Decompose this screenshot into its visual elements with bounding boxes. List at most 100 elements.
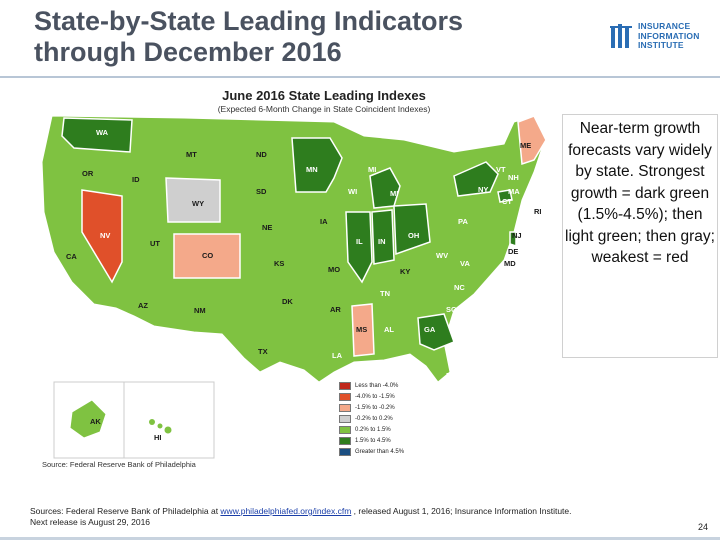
logo-text: INSURANCE INFORMATION INSTITUTE	[638, 21, 700, 50]
label-sd: SD	[256, 187, 267, 196]
label-co: CO	[202, 251, 213, 260]
label-in: IN	[378, 237, 386, 246]
label-mi2: MI	[390, 189, 398, 198]
legend-item: 0.2% to 1.5%	[339, 426, 439, 435]
source-link[interactable]: www.philadelphiafed.org/index.cfm	[220, 506, 352, 516]
state-de	[509, 231, 517, 248]
label-oh: OH	[408, 231, 419, 240]
label-ga: GA	[424, 325, 436, 334]
label-ut: UT	[150, 239, 160, 248]
state-hi	[149, 419, 155, 425]
legend-label: 1.5% to 4.5%	[355, 438, 391, 444]
label-nc: NC	[454, 283, 465, 292]
label-nj: NJ	[512, 231, 522, 240]
footer-next-release: Next release is August 29, 2016	[30, 517, 151, 527]
label-wi: WI	[348, 187, 357, 196]
us-leading-index-map: WA OR CA NV ID MT WY UT AZ CO NM ND SD N…	[34, 82, 564, 474]
label-ak: AK	[90, 417, 101, 426]
legend-item: -4.0% to -1.5%	[339, 393, 439, 402]
label-de: DE	[508, 247, 518, 256]
legend-item: Greater than 4.5%	[339, 448, 439, 457]
state-co	[173, 233, 241, 279]
label-ca: CA	[66, 252, 77, 261]
label-ne: NE	[262, 223, 272, 232]
label-nm: NM	[194, 306, 206, 315]
footer-sources: Sources: Federal Reserve Bank of Philade…	[30, 506, 690, 528]
state-oh	[393, 203, 431, 256]
label-fl: FL	[446, 371, 456, 380]
label-mi: MI	[368, 165, 376, 174]
label-tn: TN	[380, 289, 390, 298]
footer-suffix: , released August 1, 2016; Insurance Inf…	[351, 506, 572, 516]
label-tx: TX	[258, 347, 268, 356]
legend-swatch	[339, 404, 351, 412]
map-source-label: Source: Federal Reserve Bank of Philadel…	[42, 460, 196, 469]
legend-swatch	[339, 415, 351, 423]
bottom-divider	[0, 537, 720, 540]
legend-item: 1.5% to 4.5%	[339, 437, 439, 446]
legend-swatch	[339, 448, 351, 456]
label-nv: NV	[100, 231, 110, 240]
label-ms: MS	[356, 325, 367, 334]
page-number: 24	[698, 522, 709, 532]
label-ny: NY	[478, 185, 488, 194]
state-il	[345, 211, 373, 284]
legend-label: 0.2% to 1.5%	[355, 427, 391, 433]
label-id: ID	[132, 175, 140, 184]
label-az: AZ	[138, 301, 148, 310]
label-nd: ND	[256, 150, 267, 159]
label-la: LA	[332, 351, 343, 360]
state-wy	[165, 177, 221, 223]
state-ms	[351, 303, 375, 357]
state-nv	[81, 189, 123, 284]
label-mt: MT	[186, 150, 197, 159]
legend-label: -4.0% to -1.5%	[355, 394, 395, 400]
iii-logo: INSURANCE INFORMATION INSTITUTE	[610, 18, 710, 56]
label-sc: SC	[446, 305, 457, 314]
map-title: June 2016 State Leading Indexes	[222, 88, 426, 103]
footer-prefix: Sources: Federal Reserve Bank of Philade…	[30, 506, 221, 516]
legend-label: -1.5% to -0.2%	[355, 405, 395, 411]
label-va: VA	[460, 259, 470, 268]
title-divider	[0, 76, 720, 78]
state-mi	[369, 167, 401, 209]
legend-item: Less than -4.0%	[339, 382, 439, 391]
map-subtitle: (Expected 6-Month Change in State Coinci…	[217, 104, 431, 114]
legend-label: -0.2% to 0.2%	[355, 416, 393, 422]
label-hi: HI	[154, 433, 162, 442]
label-ia: IA	[320, 217, 328, 226]
label-or: OR	[82, 169, 94, 178]
legend-item: -0.2% to 0.2%	[339, 415, 439, 424]
state-mn	[291, 137, 343, 193]
state-me	[517, 115, 547, 166]
state-in	[371, 209, 395, 265]
state-ak	[69, 399, 107, 439]
legend-swatch	[339, 437, 351, 445]
label-mo: MO	[328, 265, 340, 274]
label-ma: MA	[508, 187, 520, 196]
label-il: IL	[356, 237, 363, 246]
legend-label: Less than -4.0%	[355, 383, 399, 389]
label-ok: DK	[282, 297, 293, 306]
state-ct	[497, 189, 513, 203]
legend-swatch	[339, 393, 351, 401]
iii-logo-icon	[610, 24, 632, 48]
callout-box: Near-term growth forecasts vary widely b…	[562, 114, 718, 358]
label-al: AL	[384, 325, 394, 334]
label-ar: AR	[330, 305, 341, 314]
label-wy: WY	[192, 199, 204, 208]
label-pa: PA	[458, 217, 468, 226]
label-ky: KY	[400, 267, 410, 276]
label-md: MD	[504, 259, 516, 268]
label-nh: NH	[508, 173, 519, 182]
label-ks: KS	[274, 259, 284, 268]
legend-label: Greater than 4.5%	[355, 449, 405, 455]
legend-item: -1.5% to -0.2%	[339, 404, 439, 413]
label-mn: MN	[306, 165, 318, 174]
map-graphic: WA OR CA NV ID MT WY UT AZ CO NM ND SD N…	[41, 115, 547, 459]
label-ct: CT	[502, 197, 512, 206]
state-ny	[453, 161, 499, 197]
slide-title: State-by-State Leading Indicators throug…	[34, 6, 464, 67]
state-wa	[61, 117, 133, 153]
legend-swatch	[339, 426, 351, 434]
